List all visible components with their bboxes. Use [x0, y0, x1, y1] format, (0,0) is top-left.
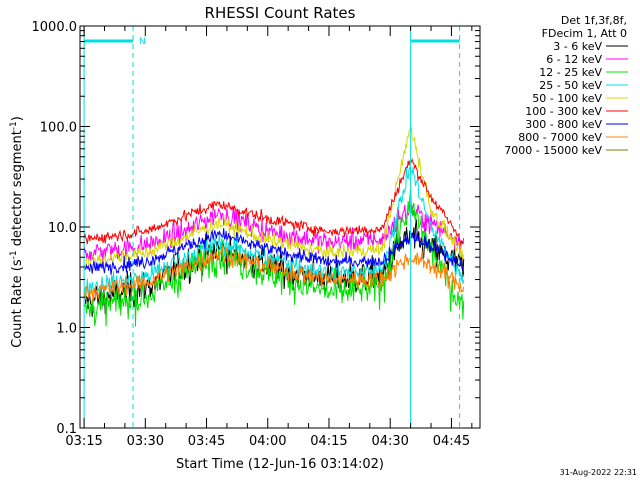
legend-label: 12 - 25 keV — [539, 66, 602, 79]
legend-header-line-1: Det 1f,3f,8f, — [561, 14, 627, 27]
night-flag-label: N — [139, 37, 146, 47]
legend-label: 50 - 100 keV — [532, 92, 602, 105]
legend-label: 7000 - 15000 keV — [504, 144, 602, 157]
x-tick-label: 03:45 — [188, 434, 225, 449]
series-line-12-25kev — [83, 189, 465, 327]
x-tick-label: 04:30 — [371, 434, 408, 449]
y-tick-label: 1.0 — [56, 322, 77, 337]
svg-text:Count Rate (s-1 detector segme: Count Rate (s-1 detector segment-1) — [9, 116, 25, 348]
x-tick-label: 03:15 — [65, 434, 102, 449]
legend-header-line-2: FDecim 1, Att 0 — [542, 27, 627, 40]
series-line-100-300kev — [83, 157, 465, 246]
y-tick-label: 0.1 — [56, 422, 77, 437]
legend-label: 300 - 800 keV — [525, 118, 602, 131]
legend-label: 100 - 300 keV — [525, 105, 602, 118]
data-layer — [83, 126, 465, 327]
chart-title: RHESSI Count Rates — [205, 4, 356, 22]
legend: Det 1f,3f,8f, FDecim 1, Att 0 3 - 6 keV6… — [504, 14, 628, 157]
y-axis-label: Count Rate (s-1 detector segment-1) — [9, 116, 25, 348]
axis-layer: 0.1 1.0 10.0 100.0 1000.0 03:15 03:30 03:45 04:0… — [32, 20, 480, 449]
y-tick-label: 10.0 — [48, 221, 77, 236]
legend-label: 6 - 12 keV — [546, 53, 602, 66]
series-line-300-800kev — [83, 228, 465, 275]
series-line-50-100kev — [83, 126, 465, 269]
x-tick-label: 03:30 — [127, 434, 164, 449]
y-tick-label: 100.0 — [40, 121, 77, 136]
y-tick-label: 1000.0 — [32, 20, 78, 35]
x-tick-label: 04:15 — [310, 434, 347, 449]
legend-label: 25 - 50 keV — [539, 79, 602, 92]
legend-label: 3 - 6 keV — [553, 40, 602, 53]
footer-date: 31-Aug-2022 22:31 — [560, 468, 637, 477]
x-axis-label: Start Time (12-Jun-16 03:14:02) — [176, 457, 384, 472]
series-line-6-12kev — [83, 204, 465, 262]
legend-label: 800 - 7000 keV — [518, 131, 602, 144]
series-line-800-7000kev — [83, 245, 465, 303]
x-tick-label: 04:00 — [249, 434, 286, 449]
x-tick-label: 04:45 — [433, 434, 470, 449]
